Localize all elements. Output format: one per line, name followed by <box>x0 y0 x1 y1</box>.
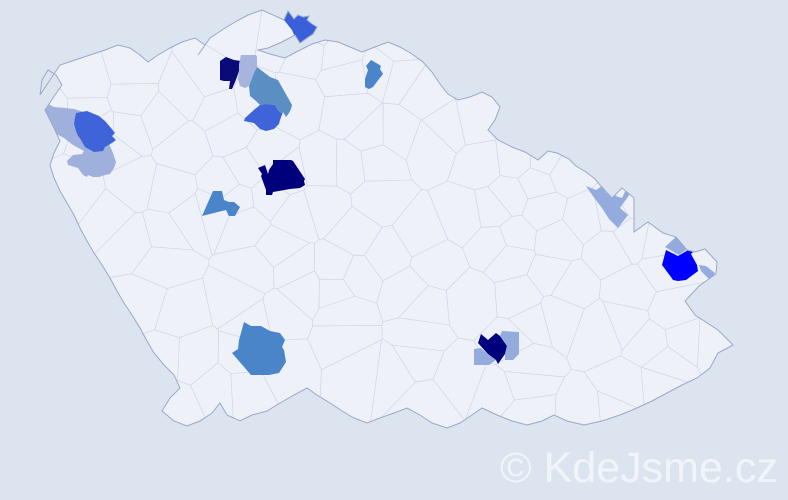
svg-text:© KdeJsme.cz: © KdeJsme.cz <box>500 444 778 492</box>
